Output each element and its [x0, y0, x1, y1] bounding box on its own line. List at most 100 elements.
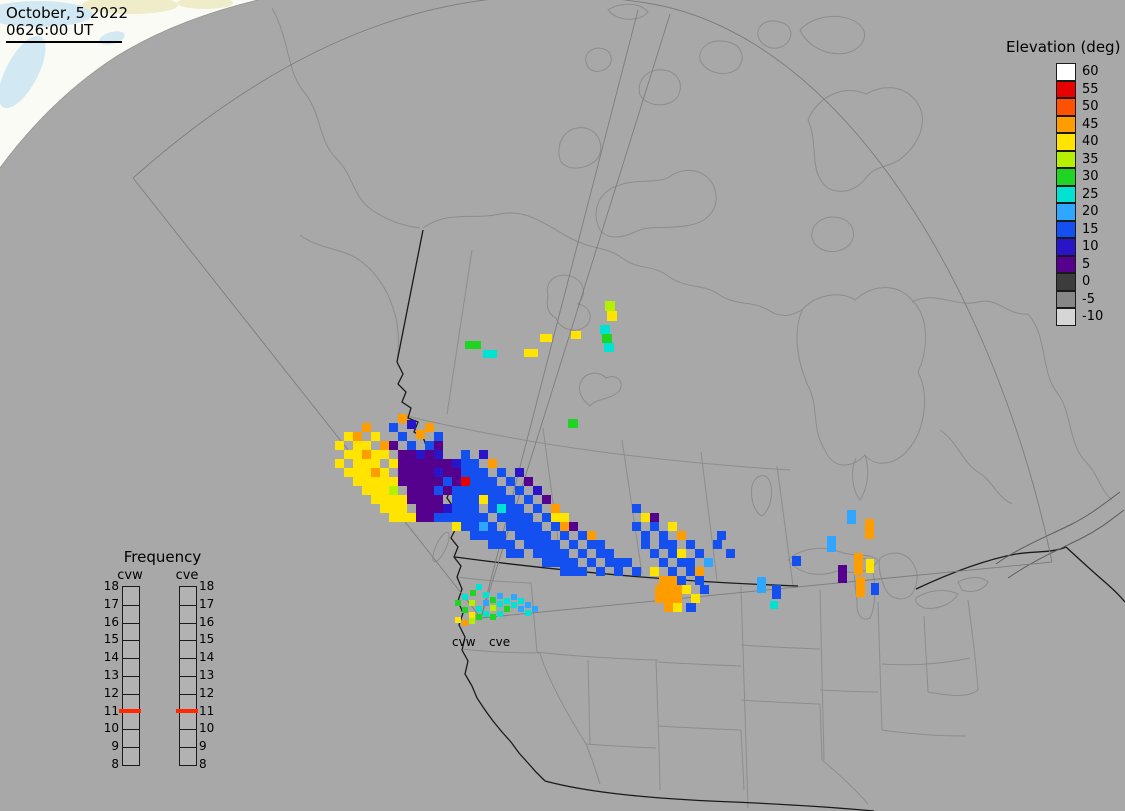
timestamp-underline — [6, 41, 122, 43]
elevation-step: 0 — [1056, 273, 1120, 291]
elevation-step: 10 — [1056, 238, 1120, 256]
radar-data-cell — [602, 334, 612, 343]
elevation-color-swatch — [1056, 290, 1076, 308]
radar-data-cell — [686, 558, 695, 567]
radar-data-cell — [664, 603, 673, 612]
frequency-tick-line — [180, 622, 196, 624]
frequency-tick-value: 14 — [103, 650, 119, 665]
elevation-colorbar: 60 55 50 45 40 35 30 25 20 15 10 5 0 -5 -10 — [1056, 63, 1120, 326]
radar-data-cell — [641, 513, 650, 522]
radar-site-label-cve: cve — [489, 635, 511, 649]
radar-data-cell — [469, 600, 475, 606]
radar-data-cell — [362, 459, 371, 468]
elevation-step-label: 60 — [1082, 64, 1099, 80]
radar-data-cell — [434, 504, 443, 513]
radar-data-cell — [614, 567, 623, 576]
radar-data-cell — [371, 495, 380, 504]
radar-data-cell — [695, 576, 704, 585]
radar-data-cell — [461, 450, 470, 459]
elevation-color-swatch — [1056, 185, 1076, 203]
frequency-legend-title: Frequency — [123, 548, 202, 566]
radar-data-cell — [673, 594, 682, 603]
elevation-step-label: 30 — [1082, 169, 1099, 185]
elevation-color-swatch — [1056, 273, 1076, 291]
radar-data-cell — [443, 477, 452, 486]
radar-data-cell — [673, 585, 682, 594]
radar-data-cell — [686, 603, 696, 612]
radar-data-cell — [542, 513, 551, 522]
radar-data-cell — [476, 614, 482, 620]
radar-data-cell — [434, 459, 443, 468]
elevation-color-swatch — [1056, 168, 1076, 186]
radar-data-cell — [344, 450, 353, 459]
frequency-tick-line — [123, 676, 139, 677]
frequency-tick-line — [180, 729, 196, 731]
radar-data-cell — [416, 495, 425, 504]
radar-data-cell — [470, 459, 479, 468]
radar-data-cell — [600, 325, 610, 334]
radar-data-cell — [515, 468, 524, 477]
radar-data-cell — [470, 477, 479, 486]
elevation-step: 50 — [1056, 98, 1120, 116]
frequency-tick-line — [123, 622, 139, 624]
radar-data-cell — [416, 513, 425, 522]
radar-data-cell — [542, 495, 551, 504]
radar-data-cell — [524, 349, 538, 357]
radar-data-cell — [452, 459, 461, 468]
radar-data-cell — [434, 468, 443, 477]
radar-data-cell — [425, 513, 434, 522]
radar-data-cell — [551, 558, 560, 567]
radar-data-cell — [506, 549, 515, 558]
radar-data-cell — [452, 522, 461, 531]
radar-data-cell — [407, 468, 416, 477]
radar-data-cell — [497, 531, 506, 540]
radar-data-cell — [452, 513, 461, 522]
radar-data-cell — [525, 610, 531, 616]
radar-data-cell — [380, 450, 389, 459]
radar-data-cell — [353, 450, 362, 459]
elevation-step: 20 — [1056, 203, 1120, 221]
elevation-color-swatch — [1056, 115, 1076, 133]
radar-data-cell — [560, 549, 569, 558]
radar-data-cell — [668, 522, 677, 531]
radar-data-cell — [398, 513, 407, 522]
radar-data-cell — [380, 477, 389, 486]
radar-data-cell — [497, 593, 503, 599]
radar-data-cell — [425, 423, 434, 432]
frequency-tick-value: 15 — [103, 632, 119, 647]
radar-data-cell — [470, 504, 479, 513]
radar-data-cell — [551, 540, 560, 549]
radar-data-cell — [389, 495, 398, 504]
radar-data-cell — [524, 477, 533, 486]
radar-data-cell — [476, 584, 482, 590]
elevation-step-label: 0 — [1082, 274, 1091, 290]
radar-data-cell — [533, 522, 542, 531]
radar-data-cell — [569, 567, 578, 576]
radar-data-cell — [461, 522, 470, 531]
radar-data-cell — [380, 495, 389, 504]
radar-data-cell — [854, 553, 863, 575]
radar-data-cell — [398, 504, 407, 513]
radar-data-cell — [569, 540, 578, 549]
radar-data-cell — [560, 522, 569, 531]
radar-data-cell — [479, 468, 488, 477]
radar-data-cell — [470, 468, 479, 477]
radar-data-cell — [506, 477, 515, 486]
radar-data-cell — [542, 549, 551, 558]
radar-data-cell — [425, 495, 434, 504]
radar-data-cell — [407, 459, 416, 468]
time-text: 0626:00 UT — [6, 21, 94, 39]
radar-data-cell — [497, 495, 506, 504]
radar-data-cell — [488, 459, 497, 468]
radar-data-cell — [524, 495, 533, 504]
frequency-tick-value: 8 — [199, 757, 207, 771]
radar-data-cell — [682, 585, 691, 594]
radar-data-cell — [497, 601, 503, 607]
radar-data-cell — [515, 522, 524, 531]
radar-data-cell — [838, 565, 847, 583]
radar-data-cell — [542, 540, 551, 549]
elevation-step: -10 — [1056, 308, 1120, 326]
radar-data-cell — [462, 620, 468, 626]
frequency-tick-value: 9 — [199, 739, 207, 754]
elevation-step-label: 15 — [1082, 221, 1099, 237]
